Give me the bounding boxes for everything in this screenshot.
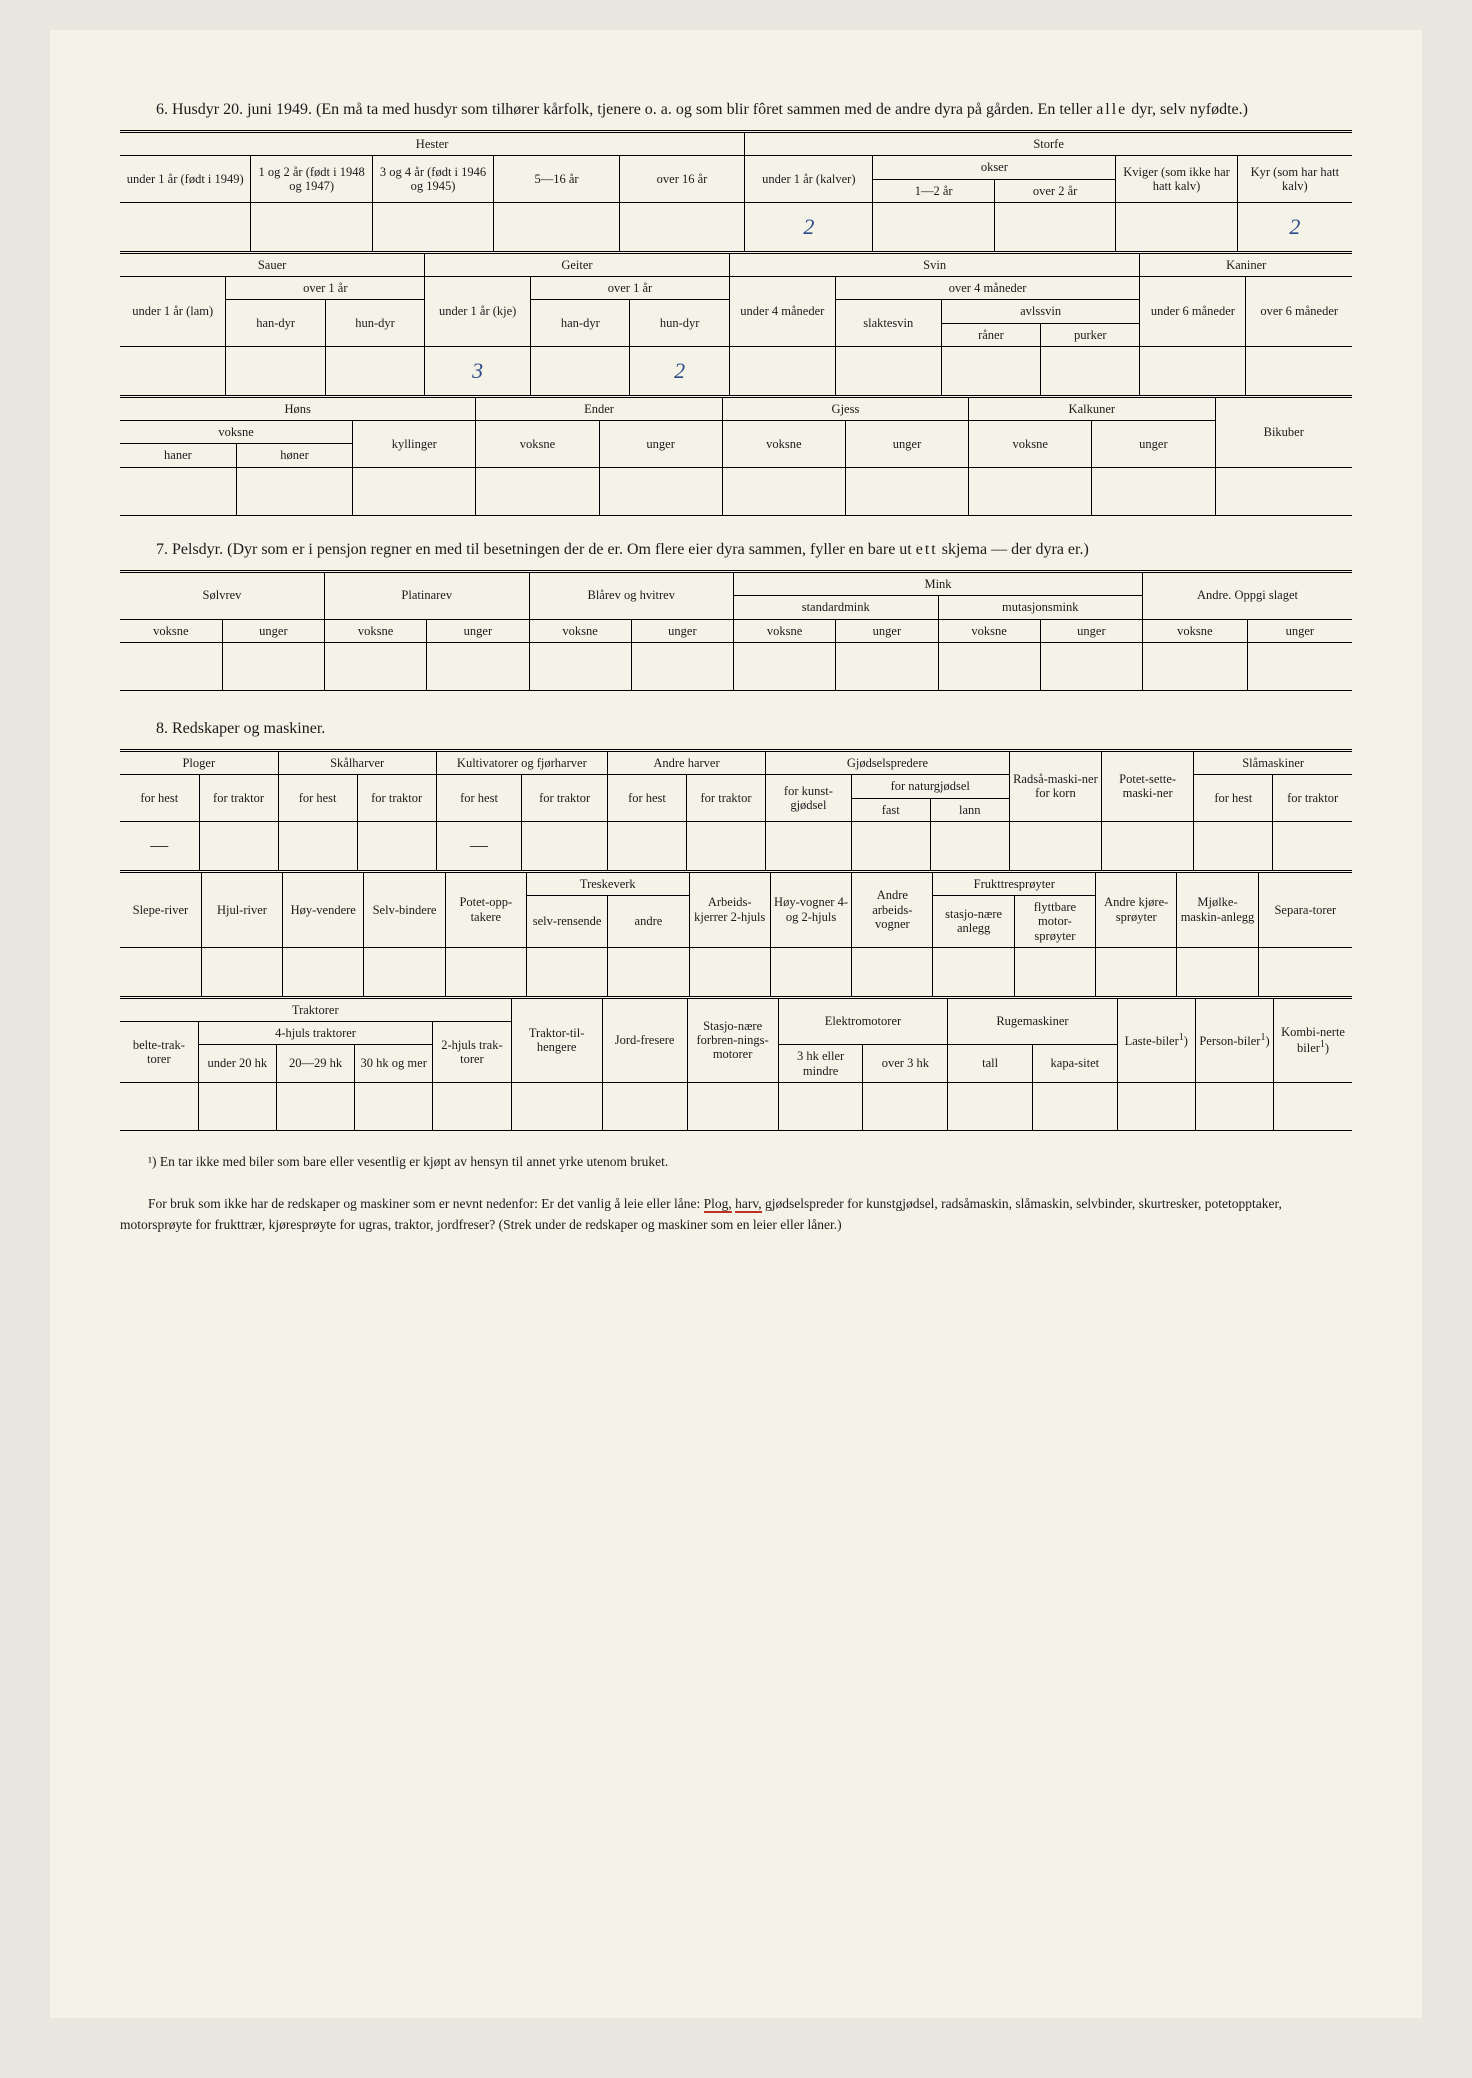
col-hester: Hester xyxy=(120,132,745,156)
value-kyr: 2 xyxy=(1237,203,1352,251)
table-sauer-geiter-svin-kaniner: Sauer Geiter Svin Kaniner under 1 år (la… xyxy=(120,251,1352,395)
section7-title: 7. Pelsdyr. (Dyr som er i pensjon regner… xyxy=(120,538,1352,562)
section6-title: 6. Husdyr 20. juni 1949. (En må ta med h… xyxy=(120,98,1352,122)
table-redskaper-1: Ploger Skålharver Kultivatorer og fjørha… xyxy=(120,749,1352,870)
section8-title: 8. Redskaper og maskiner. xyxy=(120,717,1352,741)
table-pelsdyr: Sølvrev Platinarev Blårev og hvitrev Min… xyxy=(120,570,1352,691)
form-page: 6. Husdyr 20. juni 1949. (En må ta med h… xyxy=(50,30,1422,2018)
footnote-para: For bruk som ikke har de redskaper og ma… xyxy=(120,1193,1352,1236)
table-hester-storfe: Hester Storfe under 1 år (født i 1949) 1… xyxy=(120,130,1352,251)
value-storfe-under1: 2 xyxy=(745,203,873,251)
table-hons-ender-gjess: Høns Ender Gjess Kalkuner Bikuber voksne… xyxy=(120,395,1352,516)
col-storfe: Storfe xyxy=(745,132,1352,156)
value-geiter-hundyr: 2 xyxy=(630,347,729,395)
value-geiter-under1: 3 xyxy=(425,347,531,395)
footnote-1: ¹) En tar ikke med biler som bare eller … xyxy=(120,1151,1352,1173)
table-redskaper-3: Traktorer Traktor-til-hengere Jord-frese… xyxy=(120,996,1352,1132)
table-redskaper-2: Slepe-river Hjul-river Høy-vendere Selv-… xyxy=(120,870,1352,996)
